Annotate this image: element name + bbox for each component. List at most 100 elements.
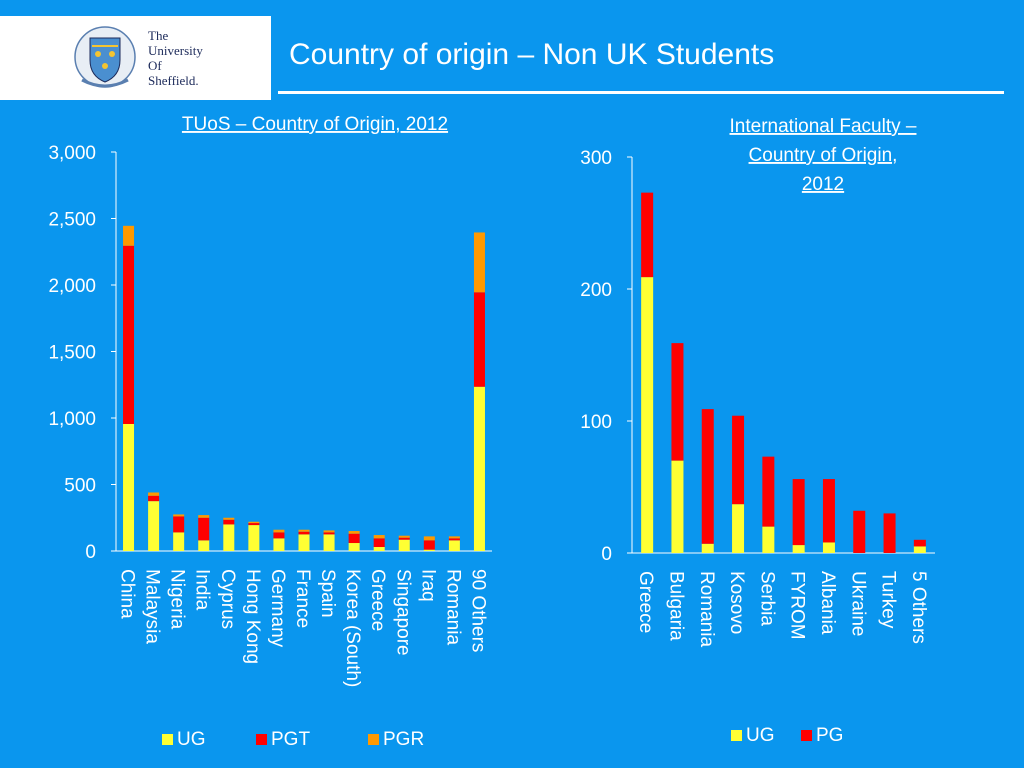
bar-segment-pgt [473,292,485,387]
bar-segment-pg [822,479,835,543]
bar-segment-ug [198,540,210,551]
bar-segment-ug [671,460,684,553]
bar-segment-ug [448,540,460,551]
y-tick-label: 300 [580,148,612,169]
x-tick-label: Greece [635,571,656,633]
bar-segment-pgt [148,495,160,502]
x-tick-label: Greece [367,569,388,631]
title-divider [278,91,1004,94]
bar-segment-ug [913,546,926,553]
bar-segment-ug [701,543,714,553]
legend-label: PGT [271,729,310,750]
bar-segment-pgt [273,532,285,539]
x-tick-label: Spain [317,569,338,618]
x-tick-label: Kosovo [726,571,747,634]
bar-segment-pgr [348,531,360,534]
y-tick-label: 200 [580,280,612,301]
bar-segment-pgr [473,232,485,293]
x-tick-label: Bulgaria [665,571,686,641]
bar-segment-pg [883,513,896,553]
legend-label: PGR [383,729,424,750]
bar-segment-pgr [273,529,285,533]
logo-line: The [148,28,169,43]
bar-segment-ug [423,549,435,551]
bar-segment-pgt [323,532,335,535]
y-tick-label: 0 [601,544,612,565]
bar-segment-pgr [423,536,435,541]
bar-segment-pgt [373,538,385,548]
bar-segment-pg [853,510,866,553]
logo-line: Of [148,58,162,73]
bar-segment-pg [913,539,926,547]
x-tick-label: Malaysia [142,569,163,644]
bar-segment-ug [732,504,745,553]
bar-segment-ug [398,539,410,551]
bar-segment-pgt [173,516,185,533]
bar-segment-pgr [248,521,260,524]
y-tick-label: 1,500 [48,343,96,364]
y-tick-label: 1,000 [48,409,96,430]
bar-segment-pg [671,343,684,461]
chart-title: 2012 [802,174,844,195]
bar-segment-ug [762,526,775,553]
bar-segment-pgr [448,536,460,539]
bar-segment-pg [732,415,745,505]
bar-segment-pgr [298,529,310,532]
x-tick-label: Albania [817,571,838,635]
bar-segment-ug [173,532,185,551]
bar-segment-pgt [448,538,460,541]
x-tick-label: Germany [267,569,288,648]
x-tick-label: Romania [442,569,463,645]
x-tick-label: Nigeria [167,569,188,630]
bar-segment-ug [123,423,135,551]
bar-segment-pgt [298,531,310,535]
x-tick-label: Cyprus [217,569,238,629]
legend-swatch-pgr [368,734,379,745]
chart-title: TUoS – Country of Origin, 2012 [182,114,448,135]
x-tick-label: Korea (South) [342,569,363,687]
x-tick-label: FYROM [787,571,808,640]
crest-icon [74,26,136,88]
bar-segment-ug [148,501,160,551]
bar-segment-pgt [198,517,210,541]
x-tick-label: China [117,569,138,619]
bar-segment-pgr [148,492,160,496]
y-tick-label: 2,000 [48,276,96,297]
legend-label: UG [746,725,775,746]
bar-segment-pg [792,479,805,546]
legend-swatch-ug [731,730,742,741]
legend-swatch-ug [162,734,173,745]
logo-line: Sheffield. [148,73,199,88]
logo-line: University [148,43,203,58]
bar-segment-pgr [373,535,385,539]
bar-segment-ug [348,543,360,551]
bar-segment-ug [792,545,805,553]
x-tick-label: Iraq [417,569,438,602]
bar-segment-ug [298,534,310,551]
bar-segment-pgt [423,540,435,550]
bar-segment-ug [473,386,485,551]
bar-segment-pgr [323,530,335,533]
bar-segment-ug [641,277,654,553]
legend-label: PG [816,725,843,746]
bar-segment-pgr [198,515,210,518]
y-tick-label: 2,500 [48,210,96,231]
legend-swatch-pg [801,730,812,741]
bar-segment-ug [373,547,385,551]
bar-segment-pgt [348,533,360,544]
y-tick-label: 500 [64,476,96,497]
bar-segment-pg [641,192,654,278]
bar-segment-ug [323,534,335,551]
chart-title: International Faculty – [730,116,917,137]
x-tick-label: India [192,569,213,611]
x-tick-label: Singapore [392,569,413,656]
chart-title: Country of Origin, [749,145,898,166]
bar-segment-pgr [398,535,410,538]
x-tick-label: Romania [696,571,717,647]
x-tick-label: 5 Others [908,571,929,644]
logo-wordmark: The University Of Sheffield. [148,28,203,88]
slide-title: Country of origin – Non UK Students [289,38,775,71]
bar-segment-ug [223,524,235,551]
legend-swatch-pgt [256,734,267,745]
